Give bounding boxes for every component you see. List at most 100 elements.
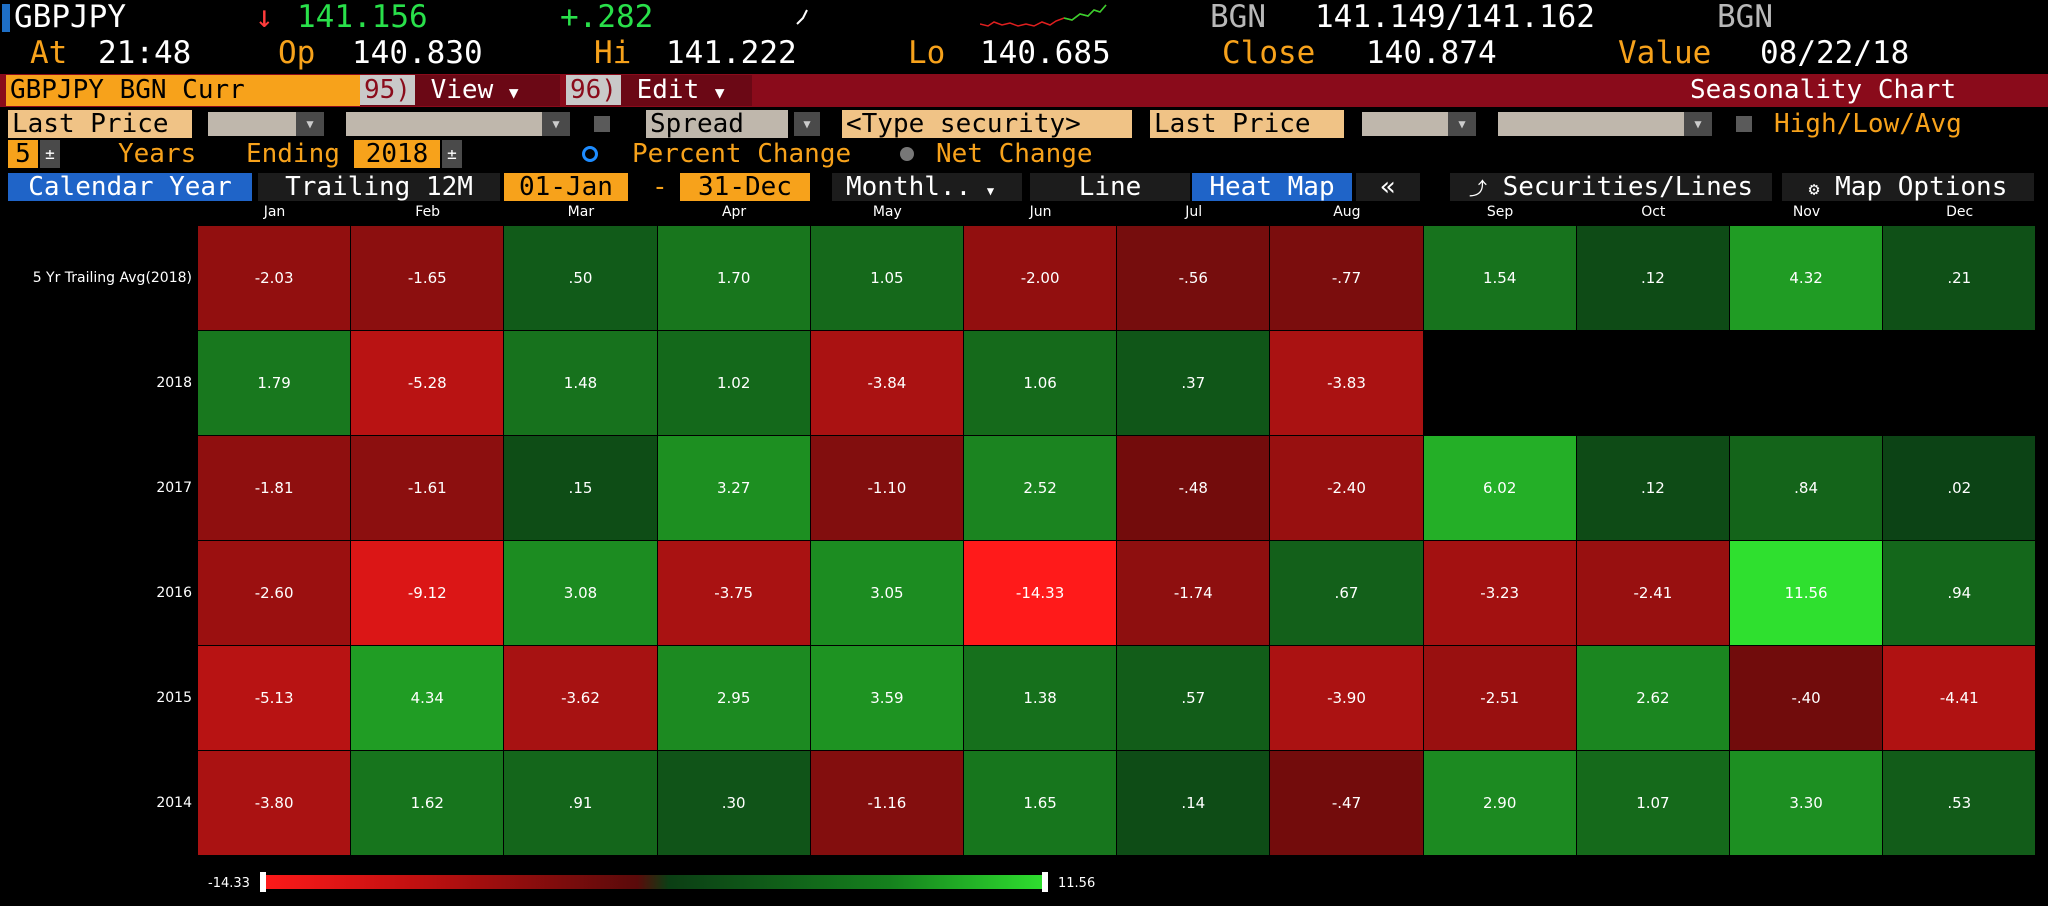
- heatmap-cell[interactable]: -3.23: [1423, 541, 1577, 646]
- view-menu-button[interactable]: 95) View ▼: [360, 75, 560, 106]
- heatmap-cell[interactable]: 4.34: [351, 646, 505, 751]
- heatmap-cell[interactable]: -2.03: [198, 226, 352, 331]
- heatmap-cell[interactable]: -2.00: [964, 226, 1118, 331]
- years-input[interactable]: 5: [8, 140, 38, 168]
- heatmap-cell[interactable]: -2.51: [1423, 646, 1577, 751]
- heatmap-cell[interactable]: 1.06: [964, 331, 1118, 436]
- heatmap-cell[interactable]: .94: [1883, 541, 2037, 646]
- calendar-year-tab[interactable]: Calendar Year: [8, 173, 252, 201]
- chevron-down-icon[interactable]: ▼: [1448, 112, 1476, 136]
- net-change-label[interactable]: Net Change: [936, 139, 1093, 169]
- heatmap-cell[interactable]: -2.40: [1270, 436, 1424, 541]
- heatmap-cell[interactable]: -14.33: [964, 541, 1118, 646]
- ticker-symbol[interactable]: GBPJPY: [14, 0, 126, 35]
- heatmap-cell[interactable]: 1.02: [657, 331, 811, 436]
- ending-year-input[interactable]: 2018: [354, 140, 440, 168]
- chevron-down-icon[interactable]: ▼: [794, 112, 820, 136]
- heatmap-cell[interactable]: -1.10: [810, 436, 964, 541]
- heatmap-cell[interactable]: 3.08: [504, 541, 658, 646]
- heatmap-cell[interactable]: .30: [657, 751, 811, 856]
- heatmap-cell[interactable]: 11.56: [1730, 541, 1884, 646]
- high-low-avg-checkbox[interactable]: [1736, 116, 1752, 132]
- heatmap-cell[interactable]: 1.48: [504, 331, 658, 436]
- heatmap-cell[interactable]: -1.74: [1117, 541, 1271, 646]
- heatmap-cell[interactable]: -3.83: [1270, 331, 1424, 436]
- heatmap-cell[interactable]: 3.27: [657, 436, 811, 541]
- heatmap-cell[interactable]: 2.52: [964, 436, 1118, 541]
- heatmap-cell[interactable]: -.56: [1117, 226, 1271, 331]
- heatmap-cell[interactable]: 1.62: [351, 751, 505, 856]
- spread-checkbox[interactable]: [594, 116, 610, 132]
- heatmap-cell[interactable]: .12: [1576, 436, 1730, 541]
- heatmap-cell[interactable]: -.47: [1270, 751, 1424, 856]
- heatmap-cell[interactable]: -3.80: [198, 751, 352, 856]
- chevron-down-icon[interactable]: ▼: [542, 112, 570, 136]
- percent-change-label[interactable]: Percent Change: [632, 139, 852, 169]
- heatmap-cell[interactable]: 3.59: [810, 646, 964, 751]
- spread-field[interactable]: Spread: [646, 110, 788, 138]
- heatmap-cell[interactable]: .21: [1883, 226, 2037, 331]
- heatmap-cell[interactable]: 1.07: [1576, 751, 1730, 856]
- heatmap-cell[interactable]: -3.84: [810, 331, 964, 436]
- last-price-left-field[interactable]: Last Price: [8, 110, 192, 138]
- heatmap-cell[interactable]: .91: [504, 751, 658, 856]
- chevron-down-icon[interactable]: ▼: [1684, 112, 1712, 136]
- chevron-down-icon[interactable]: ▼: [296, 112, 324, 136]
- heatmap-cell[interactable]: -9.12: [351, 541, 505, 646]
- type-security-input[interactable]: <Type security>: [842, 110, 1132, 138]
- heatmap-cell[interactable]: .84: [1730, 436, 1884, 541]
- heatmap-cell[interactable]: 3.05: [810, 541, 964, 646]
- heatmap-cell[interactable]: .15: [504, 436, 658, 541]
- heatmap-cell[interactable]: -.77: [1270, 226, 1424, 331]
- scale-max-handle[interactable]: [1042, 872, 1048, 892]
- scale-min-handle[interactable]: [260, 872, 266, 892]
- period-dropdown[interactable]: Monthl.. ▼: [832, 173, 1022, 201]
- edit-menu-button[interactable]: 96) Edit ▼: [566, 75, 752, 106]
- date-from-input[interactable]: 01-Jan: [504, 173, 628, 201]
- heatmap-cell[interactable]: .12: [1576, 226, 1730, 331]
- heatmap-cell[interactable]: -1.81: [198, 436, 352, 541]
- heatmap-cell[interactable]: -3.75: [657, 541, 811, 646]
- heatmap-cell[interactable]: -4.41: [1883, 646, 2037, 751]
- heatmap-cell[interactable]: 1.79: [198, 331, 352, 436]
- heatmap-cell[interactable]: 1.38: [964, 646, 1118, 751]
- heatmap-cell[interactable]: .02: [1883, 436, 2037, 541]
- heatmap-cell[interactable]: -1.65: [351, 226, 505, 331]
- heatmap-cell[interactable]: 6.02: [1423, 436, 1577, 541]
- heatmap-cell[interactable]: 4.32: [1730, 226, 1884, 331]
- heatmap-cell[interactable]: -5.28: [351, 331, 505, 436]
- year-stepper[interactable]: ±: [442, 140, 462, 168]
- last-price-right-field[interactable]: Last Price: [1150, 110, 1344, 138]
- heatmap-cell[interactable]: -3.62: [504, 646, 658, 751]
- line-tab[interactable]: Line: [1030, 173, 1190, 201]
- trailing-12m-tab[interactable]: Trailing 12M: [258, 173, 500, 201]
- security-field[interactable]: GBPJPY BGN Curr: [6, 75, 360, 106]
- heatmap-cell[interactable]: 2.95: [657, 646, 811, 751]
- heatmap-cell[interactable]: .50: [504, 226, 658, 331]
- heatmap-cell[interactable]: .57: [1117, 646, 1271, 751]
- collapse-button[interactable]: «: [1356, 173, 1420, 201]
- heatmap-cell[interactable]: 3.30: [1730, 751, 1884, 856]
- net-change-radio[interactable]: [900, 146, 914, 165]
- heatmap-cell[interactable]: 1.54: [1423, 226, 1577, 331]
- field-dropdown-2[interactable]: [346, 112, 542, 136]
- map-options-button[interactable]: ⚙ Map Options: [1782, 173, 2034, 201]
- field-dropdown-4[interactable]: [1498, 112, 1684, 136]
- securities-lines-button[interactable]: ⤴ Securities/Lines: [1450, 173, 1772, 201]
- heatmap-cell[interactable]: 1.65: [964, 751, 1118, 856]
- heatmap-cell[interactable]: .37: [1117, 331, 1271, 436]
- heatmap-cell[interactable]: -5.13: [198, 646, 352, 751]
- heatmap-cell[interactable]: 1.70: [657, 226, 811, 331]
- heatmap-cell[interactable]: -.48: [1117, 436, 1271, 541]
- date-to-input[interactable]: 31-Dec: [680, 173, 810, 201]
- heatmap-cell[interactable]: .53: [1883, 751, 2037, 856]
- heatmap-cell[interactable]: -2.60: [198, 541, 352, 646]
- heatmap-cell[interactable]: 2.62: [1576, 646, 1730, 751]
- field-dropdown-1[interactable]: [208, 112, 296, 136]
- heatmap-cell[interactable]: -1.16: [810, 751, 964, 856]
- heatmap-cell[interactable]: -2.41: [1576, 541, 1730, 646]
- heatmap-cell[interactable]: -.40: [1730, 646, 1884, 751]
- years-stepper[interactable]: ±: [40, 140, 60, 168]
- heatmap-cell[interactable]: 1.05: [810, 226, 964, 331]
- heatmap-cell[interactable]: .14: [1117, 751, 1271, 856]
